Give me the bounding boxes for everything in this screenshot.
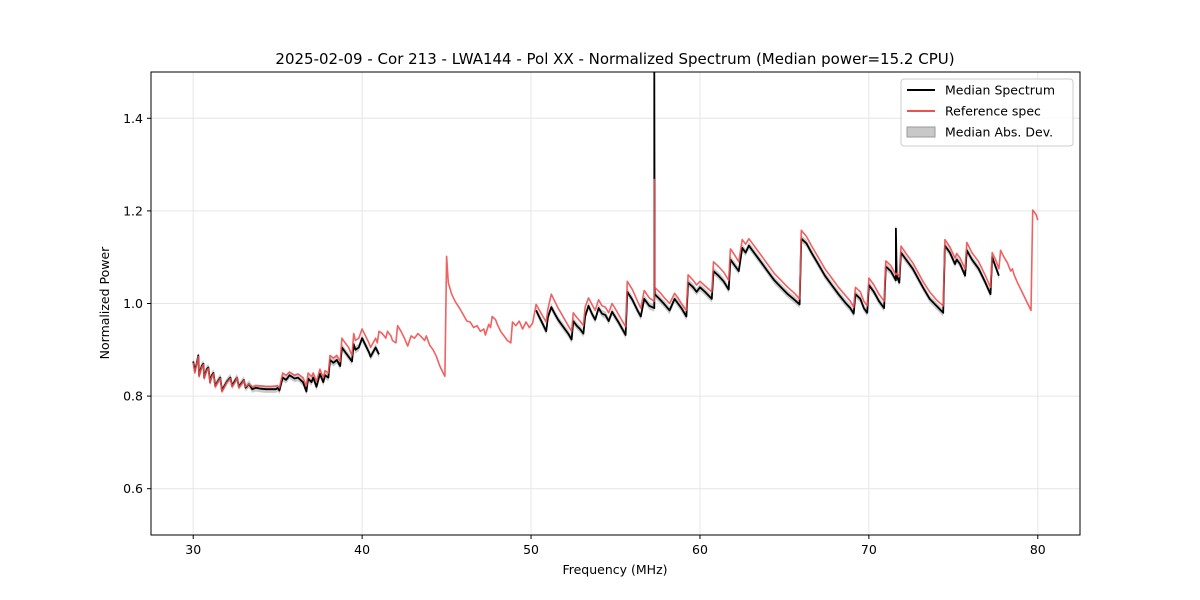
y-tick-label: 1.0	[123, 296, 143, 311]
legend-mad-swatch	[906, 126, 936, 138]
reference-spectrum-series	[192, 178, 1039, 393]
x-tick-label: 60	[692, 542, 708, 557]
y-axis-label: Normalized Power	[97, 246, 112, 360]
x-tick-label: 30	[185, 542, 201, 557]
legend-mad-label: Median Abs. Dev.	[945, 125, 1053, 140]
x-tick-label: 80	[1030, 542, 1046, 557]
median-spectrum-line	[535, 72, 1000, 341]
y-axis-ticks: 0.6 0.8 1.0 1.2 1.4	[123, 111, 151, 496]
reference-spectrum-line	[192, 178, 1039, 393]
y-tick-label: 0.6	[123, 481, 143, 496]
x-tick-label: 50	[523, 542, 539, 557]
legend-box	[900, 78, 1074, 147]
x-axis-label: Frequency (MHz)	[562, 562, 667, 577]
y-tick-label: 0.8	[123, 389, 143, 404]
y-tick-label: 1.2	[123, 203, 143, 218]
x-axis-ticks: 30 40 50 60 70 80	[185, 535, 1046, 557]
legend-reference-label: Reference spec	[945, 104, 1041, 119]
x-tick-label: 70	[861, 542, 877, 557]
plot-area	[192, 72, 1039, 396]
legend: Median Spectrum Reference spec Median Ab…	[900, 78, 1074, 147]
y-tick-label: 1.4	[123, 111, 143, 126]
x-tick-label: 40	[354, 542, 370, 557]
chart-title: 2025-02-09 - Cor 213 - LWA144 - Pol XX -…	[275, 50, 954, 68]
legend-median-label: Median Spectrum	[945, 83, 1055, 98]
